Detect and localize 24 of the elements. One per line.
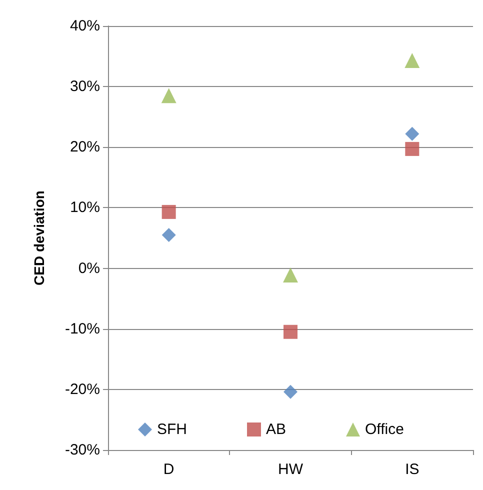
point bbox=[283, 267, 298, 282]
y-tick-label: -10% bbox=[64, 320, 100, 338]
point bbox=[284, 324, 298, 339]
y-tick-label: 0% bbox=[78, 260, 100, 277]
y-tick-label: -20% bbox=[64, 380, 100, 398]
x-tick-label: IS bbox=[405, 461, 420, 478]
x-tick-label: HW bbox=[278, 461, 304, 478]
y-tick-label: 20% bbox=[70, 138, 100, 156]
point bbox=[161, 88, 176, 104]
y-tick-label: 40% bbox=[70, 18, 100, 34]
point bbox=[404, 53, 420, 68]
y-axis-title: CED deviation bbox=[31, 190, 47, 286]
point bbox=[162, 204, 176, 219]
y-tick-label: 30% bbox=[70, 78, 100, 96]
legend-label: AB bbox=[266, 421, 286, 438]
legend-label: SFH bbox=[157, 421, 187, 438]
x-tick-label: D bbox=[163, 461, 174, 478]
point bbox=[162, 228, 176, 242]
y-tick-label: -30% bbox=[64, 442, 100, 458]
point bbox=[405, 126, 420, 141]
y-tick-label: 10% bbox=[70, 199, 100, 216]
legend-label: Office bbox=[365, 421, 404, 438]
point bbox=[284, 384, 298, 399]
point bbox=[405, 142, 420, 156]
